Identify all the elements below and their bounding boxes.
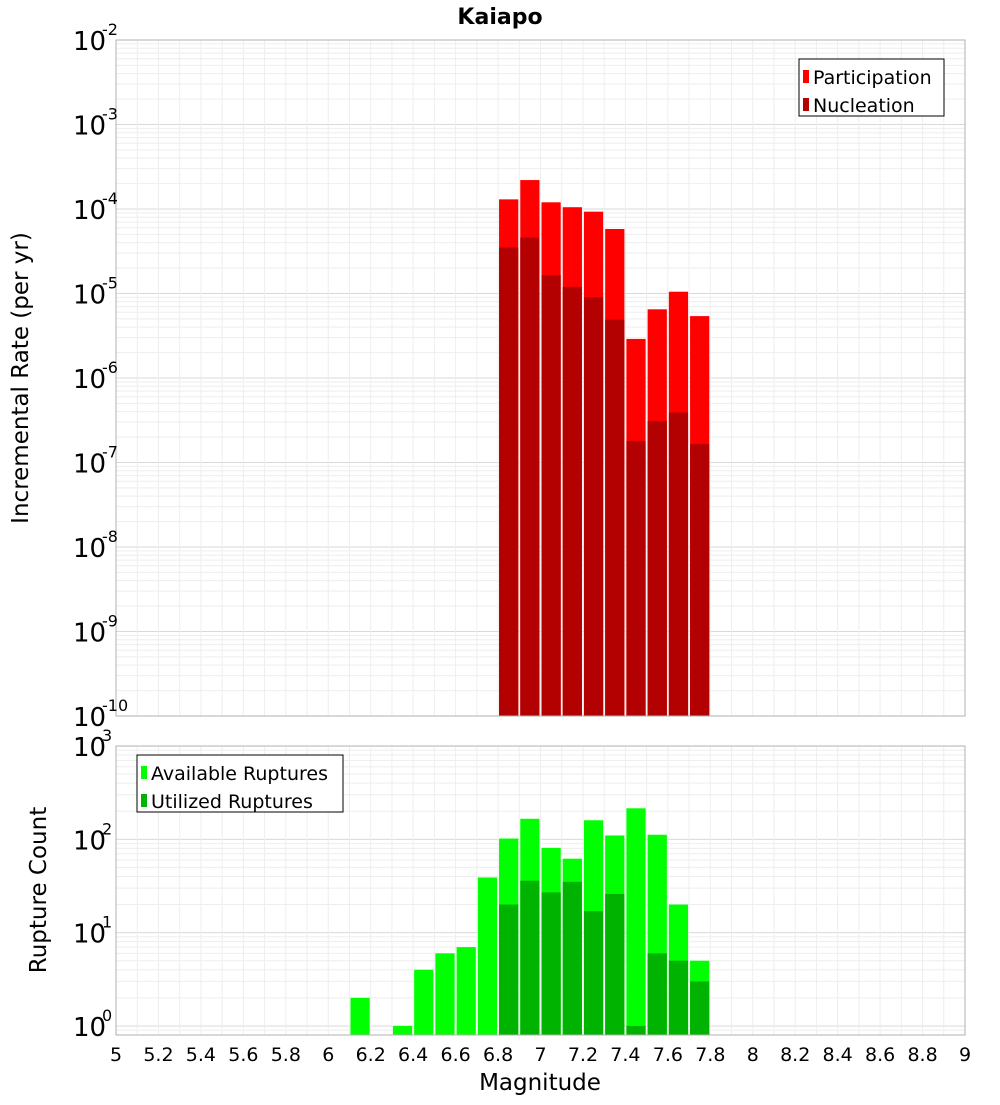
x-tick-label: 8 — [747, 1044, 759, 1066]
count-y-tick-exponent: 0 — [102, 1006, 112, 1025]
count-y-tick-exponent: 2 — [102, 819, 112, 838]
rate-frame — [115, 39, 966, 717]
x-axis-label: Magnitude — [479, 1070, 601, 1096]
rate-bar — [520, 237, 540, 717]
x-tick-label: 6 — [322, 1044, 334, 1066]
rate-legend-label: Participation — [813, 67, 932, 89]
rate-legend: Participation Nucleation — [798, 58, 945, 117]
rate-y-tick-exponent: -9 — [102, 612, 118, 631]
rate-bar — [562, 286, 582, 716]
rate-y-tick-label: 10 — [73, 450, 106, 480]
rate-y-tick-label: 10 — [73, 703, 106, 733]
rate-legend-box — [798, 58, 945, 117]
count-bar — [456, 947, 476, 1035]
count-legend-swatch — [141, 794, 147, 807]
x-tick-label: 7.4 — [610, 1044, 640, 1066]
rate-y-tick-exponent: -8 — [102, 527, 118, 546]
rate-bar — [626, 440, 646, 716]
count-bar — [414, 969, 434, 1035]
x-tick-label: 5 — [110, 1044, 122, 1066]
rate-bar — [583, 297, 604, 716]
y-axis-label-count: Rupture Count — [26, 807, 52, 973]
count-y-tick-exponent: 3 — [102, 726, 112, 745]
count-bar — [690, 981, 710, 1035]
count-bar — [435, 953, 455, 1035]
x-tick-label: 6.8 — [483, 1044, 513, 1066]
count-series-1 — [499, 880, 710, 1035]
count-bar — [562, 881, 582, 1035]
count-bar — [350, 997, 370, 1035]
x-tick-label: 5.6 — [228, 1044, 258, 1066]
rate-bar — [647, 420, 667, 716]
rate-y-tick-label: 10 — [73, 534, 106, 564]
rate-plot: 10-1010-910-810-710-610-510-410-310-2Par… — [73, 20, 966, 733]
count-y-tick-label: 10 — [73, 920, 106, 950]
count-bar — [520, 880, 540, 1035]
rate-legend-label: Nucleation — [813, 95, 915, 117]
count-bar — [392, 1025, 413, 1035]
count-legend-swatch — [141, 766, 147, 779]
rate-series-1 — [499, 237, 710, 717]
count-bar — [583, 911, 604, 1035]
x-tick-label: 9 — [959, 1044, 971, 1066]
rate-y-tick-exponent: -10 — [102, 696, 128, 715]
count-bar — [668, 960, 689, 1035]
rate-y-tick-label: 10 — [73, 196, 106, 226]
rate-bar — [499, 247, 519, 716]
rate-bar — [690, 444, 710, 716]
rate-y-tick-exponent: -5 — [102, 274, 118, 293]
count-legend-label: Utilized Ruptures — [151, 791, 313, 813]
count-bar — [605, 893, 625, 1035]
x-tick-label: 5.8 — [271, 1044, 301, 1066]
x-tick-label: 7.8 — [695, 1044, 725, 1066]
count-y-tick-label: 10 — [73, 1013, 106, 1043]
count-legend-label: Available Ruptures — [151, 763, 328, 785]
rate-y-tick-label: 10 — [73, 27, 106, 57]
rate-legend-swatch — [803, 98, 809, 111]
y-axis-label-rate: Incremental Rate (per yr) — [8, 232, 34, 524]
x-tick-label: 6.2 — [356, 1044, 386, 1066]
x-tick-label: 7 — [534, 1044, 546, 1066]
count-y-tick-label: 10 — [73, 826, 106, 856]
rate-y-tick-label: 10 — [73, 112, 106, 142]
count-legend-box — [136, 754, 344, 813]
rate-y-tick-exponent: -6 — [102, 358, 118, 377]
rate-y-tick-exponent: -4 — [102, 189, 118, 208]
rate-bar — [668, 412, 689, 716]
x-tick-label: 8.4 — [823, 1044, 853, 1066]
rate-legend-swatch — [803, 70, 809, 83]
count-y-tick-label: 10 — [73, 733, 106, 763]
rate-y-tick-label: 10 — [73, 365, 106, 395]
x-tick-label: 8.6 — [865, 1044, 895, 1066]
count-legend: Available Ruptures Utilized Ruptures — [136, 754, 344, 813]
rate-y-tick-label: 10 — [73, 619, 106, 649]
x-tick-label: 7.2 — [568, 1044, 598, 1066]
rate-y-tick-exponent: -3 — [102, 105, 118, 124]
count-frame — [115, 745, 966, 1036]
count-bar — [477, 877, 498, 1035]
x-tick-label: 8.2 — [780, 1044, 810, 1066]
x-tick-label: 6.6 — [440, 1044, 470, 1066]
x-tick-label: 8.8 — [907, 1044, 937, 1066]
x-tick-label: 6.4 — [398, 1044, 428, 1066]
x-tick-label: 5.4 — [186, 1044, 216, 1066]
count-y-tick-exponent: 1 — [102, 913, 112, 932]
rate-bar — [541, 275, 561, 716]
count-bar — [626, 1025, 646, 1035]
rate-y-tick-exponent: -2 — [102, 20, 118, 39]
x-tick-label: 5.2 — [143, 1044, 173, 1066]
rate-y-tick-exponent: -7 — [102, 443, 118, 462]
count-bar — [626, 808, 646, 1035]
count-bar — [499, 904, 519, 1035]
rate-bar — [605, 319, 625, 716]
x-tick-label: 7.6 — [653, 1044, 683, 1066]
count-bar — [647, 953, 667, 1035]
count-bar — [541, 892, 561, 1035]
chart-title: Kaiapo — [457, 5, 542, 30]
rate-grid — [115, 39, 966, 717]
rate-y-tick-label: 10 — [73, 281, 106, 311]
